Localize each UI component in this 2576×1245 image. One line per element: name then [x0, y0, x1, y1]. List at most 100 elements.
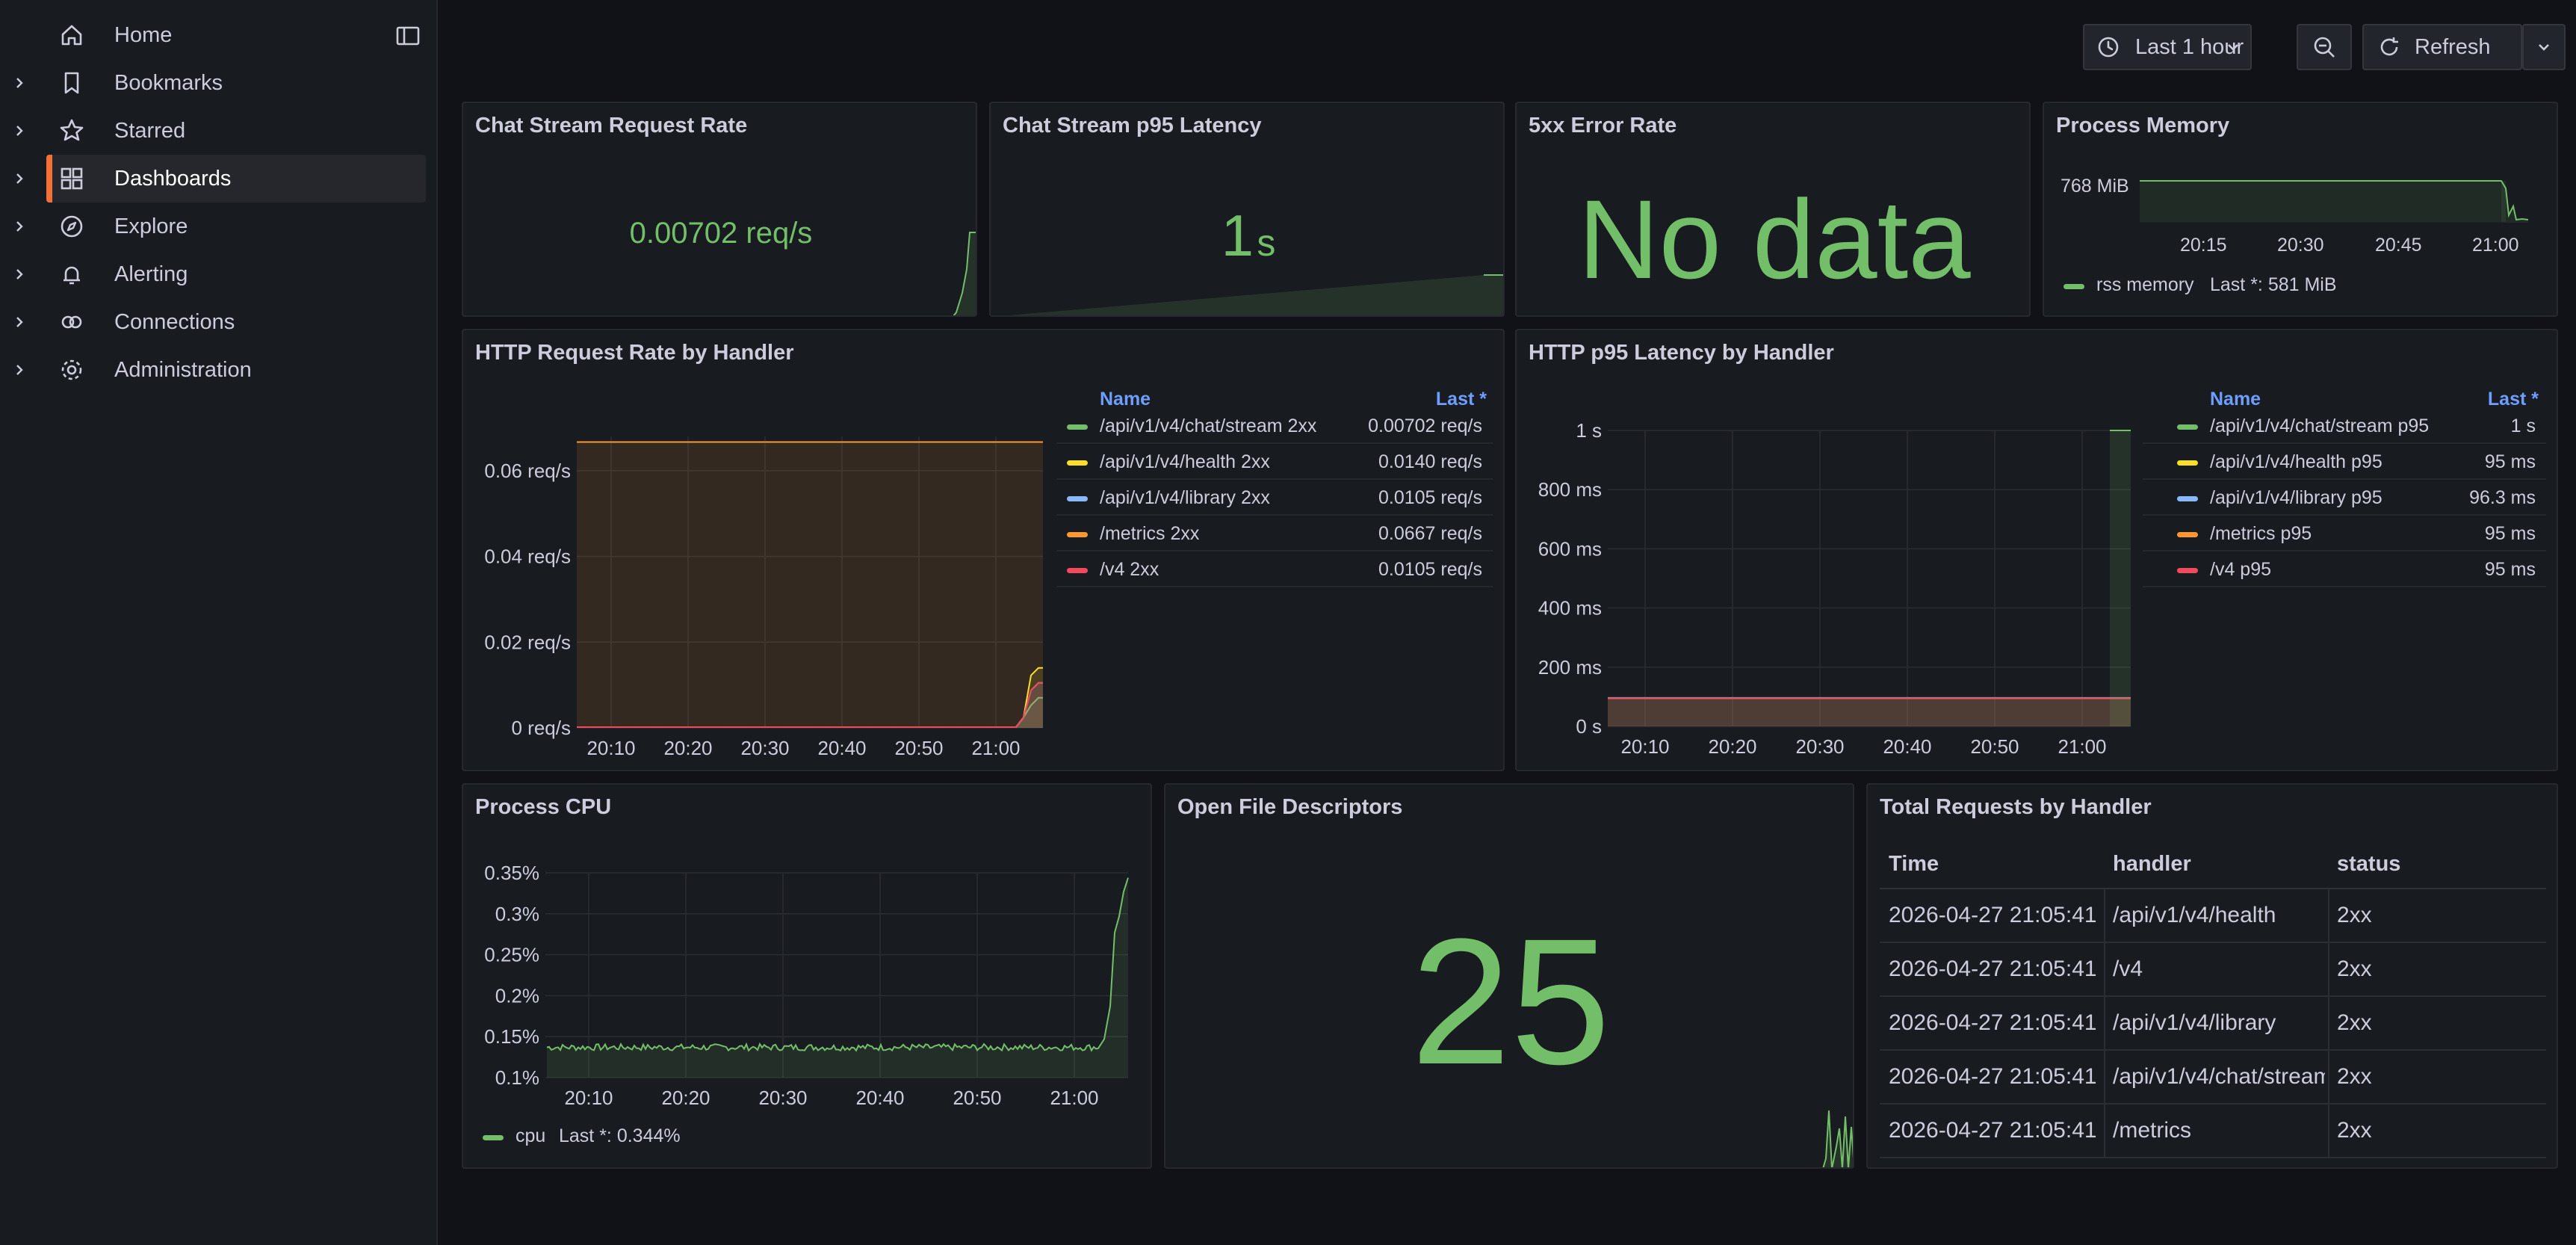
chevron-right-icon[interactable] [10, 122, 28, 140]
table-row[interactable] [1880, 943, 2546, 997]
sidebar-item-home[interactable]: Home [0, 11, 438, 59]
panel-title: Process CPU [475, 795, 612, 819]
time-range-picker[interactable]: Last 1 hour [2083, 24, 2252, 70]
legend-swatch [2177, 496, 2198, 501]
y-tick-label: 0 req/s [512, 717, 572, 739]
legend-row[interactable]: /metrics 2xx 0.0667 req/s [1056, 517, 1493, 552]
legend-series-name[interactable]: cpu [515, 1125, 546, 1146]
no-data-message: No data [1578, 176, 1971, 302]
panel-chat-stream-p95-latency[interactable]: Chat Stream p95 Latency 1 s [989, 102, 1505, 317]
legend-row[interactable]: /v4 p95 95 ms [2143, 553, 2546, 587]
refresh-icon [2380, 37, 2398, 56]
table-cell: 2xx [2337, 1118, 2372, 1143]
chevron-right-icon[interactable] [10, 74, 28, 92]
x-tick-label: 21:00 [971, 737, 1020, 759]
sidebar-item-administration[interactable]: Administration [0, 346, 438, 394]
chevron-right-icon[interactable] [10, 217, 28, 235]
x-tick-label: 20:45 [2375, 235, 2422, 256]
legend-row[interactable]: /v4 2xx 0.0105 req/s [1056, 553, 1493, 587]
panel-5xx-error-rate[interactable]: 5xx Error Rate No data [1515, 102, 2031, 317]
series-line [577, 682, 1043, 728]
memory-chart: 768 MiB [2061, 176, 2529, 223]
sidebar-item-explore[interactable]: Explore [0, 203, 438, 250]
legend-row[interactable]: /api/v1/v4/chat/stream p95 1 s [2143, 410, 2546, 444]
panel-title: HTTP Request Rate by Handler [475, 341, 794, 365]
cpu-chart: 0.1% 0.15% 0.2% 0.25% 0.3% 0.35% 20:10 20:20 20:… [484, 862, 1129, 1109]
zoom-out-button[interactable] [2297, 24, 2352, 70]
legend-row[interactable]: /api/v1/v4/health 2xx 0.0140 req/s [1056, 445, 1493, 480]
table-row[interactable] [1880, 1105, 2546, 1158]
legend-row[interactable]: /metrics p95 95 ms [2143, 517, 2546, 552]
y-tick-label: 0.02 req/s [484, 631, 571, 653]
column-separator [2328, 997, 2329, 1051]
table-cell: 2026-04-27 21:05:41 [1889, 1118, 2097, 1143]
y-tick-label: 400 ms [1538, 597, 1602, 620]
legend-series-name: /api/v1/v4/health 2xx [1100, 451, 1270, 472]
legend-row[interactable]: /api/v1/v4/health p95 95 ms [2143, 445, 2546, 480]
chevron-right-icon[interactable] [10, 361, 28, 379]
sidebar-item-bookmarks[interactable]: Bookmarks [0, 59, 438, 107]
y-tick-label: 0.04 req/s [484, 546, 571, 568]
legend-series-name: /api/v1/v4/health p95 [2210, 451, 2383, 472]
time-range-label: Last 1 hour [2135, 34, 2244, 59]
panel-chat-stream-request-rate[interactable]: Chat Stream Request Rate 0.00702 req/s [462, 102, 977, 317]
table-cell: 2026-04-27 21:05:41 [1889, 1064, 2097, 1089]
legend-header-name[interactable]: Name [1100, 389, 1151, 410]
chevron-right-icon[interactable] [10, 265, 28, 283]
legend-series-name[interactable]: rss memory [2096, 274, 2194, 295]
legend-swatch [2177, 568, 2198, 573]
table-header-status[interactable]: status [2337, 852, 2401, 876]
legend-swatch [1067, 424, 1088, 430]
y-tick-label: 0.15% [484, 1025, 539, 1048]
sidebar-item-label: Administration [114, 357, 252, 382]
legend-series-name: /api/v1/v4/chat/stream 2xx [1100, 415, 1317, 436]
refresh-interval-dropdown[interactable] [2522, 24, 2566, 70]
legend-swatch [2063, 284, 2084, 289]
chevron-right-icon[interactable] [10, 313, 28, 331]
x-tick-label: 20:20 [661, 1087, 710, 1109]
legend-header-name[interactable]: Name [2210, 389, 2261, 410]
sidebar-item-dashboards[interactable]: Dashboards [16, 155, 426, 203]
dock-menu-icon[interactable] [394, 22, 421, 49]
panel-http-p95-latency[interactable]: HTTP p95 Latency by Handler 0 s 200 ms 400… [1515, 329, 2558, 771]
clock-icon [2098, 37, 2119, 58]
y-tick-label: 600 ms [1538, 537, 1602, 560]
sidebar-item-alerting[interactable]: Alerting [0, 250, 438, 298]
legend-header-last[interactable]: Last * [1435, 389, 1487, 410]
legend-row[interactable]: /api/v1/v4/library 2xx 0.0105 req/s [1056, 481, 1493, 516]
legend-series-name: /metrics p95 [2210, 523, 2312, 544]
legend-row[interactable]: /api/v1/v4/chat/stream 2xx 0.00702 req/s [1056, 410, 1493, 444]
series-area [2110, 430, 2131, 726]
column-separator [2104, 997, 2105, 1051]
panel-total-requests-table[interactable]: Total Requests by Handler Time handler sta… [1866, 783, 2558, 1169]
x-tick-label: 20:30 [2277, 235, 2324, 256]
table-row[interactable] [1880, 997, 2546, 1051]
column-separator [2104, 1051, 2105, 1105]
legend-row[interactable]: /api/v1/v4/library p95 96.3 ms [2143, 481, 2546, 516]
sidebar-item-starred[interactable]: Starred [0, 107, 438, 155]
panel-open-file-descriptors[interactable]: Open File Descriptors 25 [1164, 783, 1854, 1169]
table-header-time[interactable]: Time [1889, 852, 1939, 876]
panel-process-cpu[interactable]: Process CPU 0.1% 0.15% 0.2% 0.25% 0.3% 0.35% 2… [462, 783, 1152, 1169]
x-tick-label: 20:40 [1883, 735, 1931, 758]
legend-header-last[interactable]: Last * [2487, 389, 2539, 410]
table-cell: 2026-04-27 21:05:41 [1889, 1010, 2097, 1035]
sidebar-item-connections[interactable]: Connections [0, 298, 438, 346]
panel-http-request-rate[interactable]: HTTP Request Rate by Handler 0 req/s 0.02… [462, 329, 1505, 771]
table-row[interactable] [1880, 889, 2546, 943]
sidebar-item-label: Home [114, 22, 173, 47]
panel-process-memory[interactable]: Process Memory 768 MiB 20:15 20:30 20:45 21… [2043, 102, 2558, 317]
table-cell: 2026-04-27 21:05:41 [1889, 903, 2097, 927]
table-header-handler[interactable]: handler [2113, 852, 2191, 876]
refresh-button[interactable]: Refresh [2362, 24, 2522, 70]
legend-last-value: 0.0667 req/s [1378, 523, 1482, 544]
x-tick-label: 20:30 [758, 1087, 807, 1109]
sparkline [463, 232, 976, 315]
series-line [546, 877, 1129, 1052]
legend-last-value: 1 s [2510, 415, 2536, 436]
x-tick-label: 20:40 [817, 737, 866, 759]
panel-title: Chat Stream Request Rate [475, 114, 748, 138]
table-row[interactable] [1880, 1051, 2546, 1105]
chevron-right-icon[interactable] [10, 170, 28, 188]
panel-title: Total Requests by Handler [1880, 795, 2152, 819]
